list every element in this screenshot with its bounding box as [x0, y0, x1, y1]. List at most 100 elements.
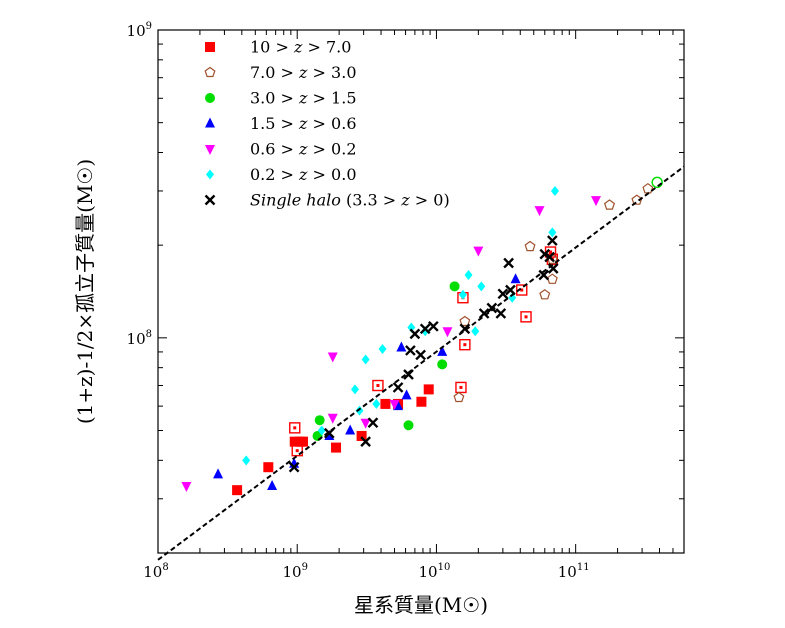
- legend-marker: [205, 93, 215, 103]
- data-point: [437, 359, 448, 370]
- data-point: [416, 396, 427, 407]
- data-point: [297, 436, 308, 447]
- x-tick-label: 1011: [558, 562, 590, 581]
- data-point: [548, 227, 557, 238]
- data-point-stroke: [360, 436, 371, 447]
- data-point-stroke: [486, 302, 498, 314]
- data-point-open-dot: [459, 385, 463, 389]
- data-point: [389, 399, 400, 410]
- data-point: [324, 429, 335, 440]
- data-point: [317, 425, 326, 436]
- data-point: [486, 302, 498, 314]
- fit-line: [157, 165, 685, 561]
- data-point-open: [651, 176, 663, 189]
- legend-label: 3.0 > z > 1.5: [250, 89, 357, 108]
- data-point: [473, 246, 484, 257]
- data-point-open: [291, 444, 303, 457]
- data-point-open-dot: [463, 343, 467, 347]
- data-point: [503, 257, 514, 269]
- data-point-open: [455, 381, 467, 394]
- legend-label: 0.6 > z > 0.2: [250, 140, 357, 159]
- series-6: [242, 185, 559, 466]
- y-tick-label: 109: [127, 21, 152, 40]
- data-point: [442, 327, 453, 338]
- data-point: [213, 468, 224, 479]
- data-point: [372, 398, 381, 409]
- data-point: [242, 455, 251, 466]
- legend-marker: [206, 169, 214, 180]
- data-point: [423, 384, 434, 395]
- legend-marker: [205, 117, 215, 128]
- data-point: [477, 281, 486, 292]
- data-point: [232, 485, 243, 496]
- data-point-stroke: [367, 417, 379, 429]
- series-4: [213, 273, 521, 491]
- data-point-open: [642, 182, 654, 194]
- data-point: [401, 389, 412, 400]
- data-point-stroke: [392, 382, 404, 393]
- data-point: [591, 196, 602, 207]
- data-point-stroke: [497, 288, 509, 300]
- data-point-open-dot: [293, 426, 297, 430]
- data-point-open-dot: [520, 288, 524, 292]
- data-point-open-dot: [549, 250, 553, 254]
- x-tick-label: 1010: [419, 562, 451, 581]
- data-point-open: [453, 391, 465, 403]
- data-point: [539, 248, 551, 260]
- data-point-stroke: [503, 257, 514, 269]
- data-point: [263, 462, 274, 473]
- data-point-open: [516, 284, 528, 296]
- data-point-stroke: [405, 345, 416, 356]
- data-point: [403, 420, 414, 431]
- data-point: [367, 417, 379, 429]
- data-point-stroke: [544, 251, 555, 263]
- plot-area: [157, 29, 685, 561]
- data-point-open: [603, 199, 616, 210]
- data-point: [415, 349, 426, 361]
- legend-label: 1.5 > z > 0.6: [250, 114, 357, 133]
- data-point: [409, 328, 421, 340]
- data-point-open-dot: [295, 449, 299, 453]
- legend-label: 7.0 > z > 3.0: [250, 63, 357, 82]
- data-point: [464, 269, 473, 280]
- x-tick-label: 109: [282, 562, 307, 581]
- data-point-stroke: [288, 461, 300, 473]
- data-point: [289, 436, 300, 447]
- data-point: [380, 398, 391, 409]
- legend-marker-stroke: [204, 194, 216, 206]
- legend-label: 0.2 > z > 0.0: [250, 165, 357, 184]
- data-point: [392, 382, 404, 393]
- data-point-stroke: [546, 235, 558, 246]
- data-point: [327, 352, 338, 363]
- data-point: [360, 436, 371, 447]
- series-3: [312, 176, 663, 441]
- x-tick-label: 108: [143, 562, 168, 581]
- data-point: [421, 326, 430, 337]
- y-tick-label: 108: [127, 329, 152, 348]
- plot-frame: [157, 29, 685, 554]
- data-point-open: [546, 273, 558, 284]
- data-point: [314, 415, 325, 426]
- data-points: [181, 176, 663, 496]
- x-axis-title: 星系質量(M☉): [354, 593, 488, 617]
- data-point: [478, 308, 490, 319]
- data-point: [327, 413, 338, 424]
- data-point: [181, 482, 192, 493]
- data-point-stroke: [415, 349, 426, 361]
- data-point: [497, 288, 509, 300]
- data-point-stroke: [409, 328, 421, 340]
- data-point-open-dot: [376, 384, 380, 388]
- data-point: [267, 480, 278, 491]
- data-point-open: [520, 311, 532, 323]
- series-7: [288, 235, 559, 473]
- legend-label: 10 > z > 7.0: [250, 38, 351, 57]
- legend-marker: [204, 66, 216, 78]
- data-point: [378, 343, 387, 354]
- legend: 10 > z > 7.0 7.0 > z > 3.0 3.0 > z > 1.5 1.…: [204, 38, 450, 210]
- data-point: [538, 269, 550, 281]
- data-point-open: [459, 338, 471, 351]
- data-point-stroke: [495, 308, 507, 319]
- data-point-open: [459, 315, 471, 327]
